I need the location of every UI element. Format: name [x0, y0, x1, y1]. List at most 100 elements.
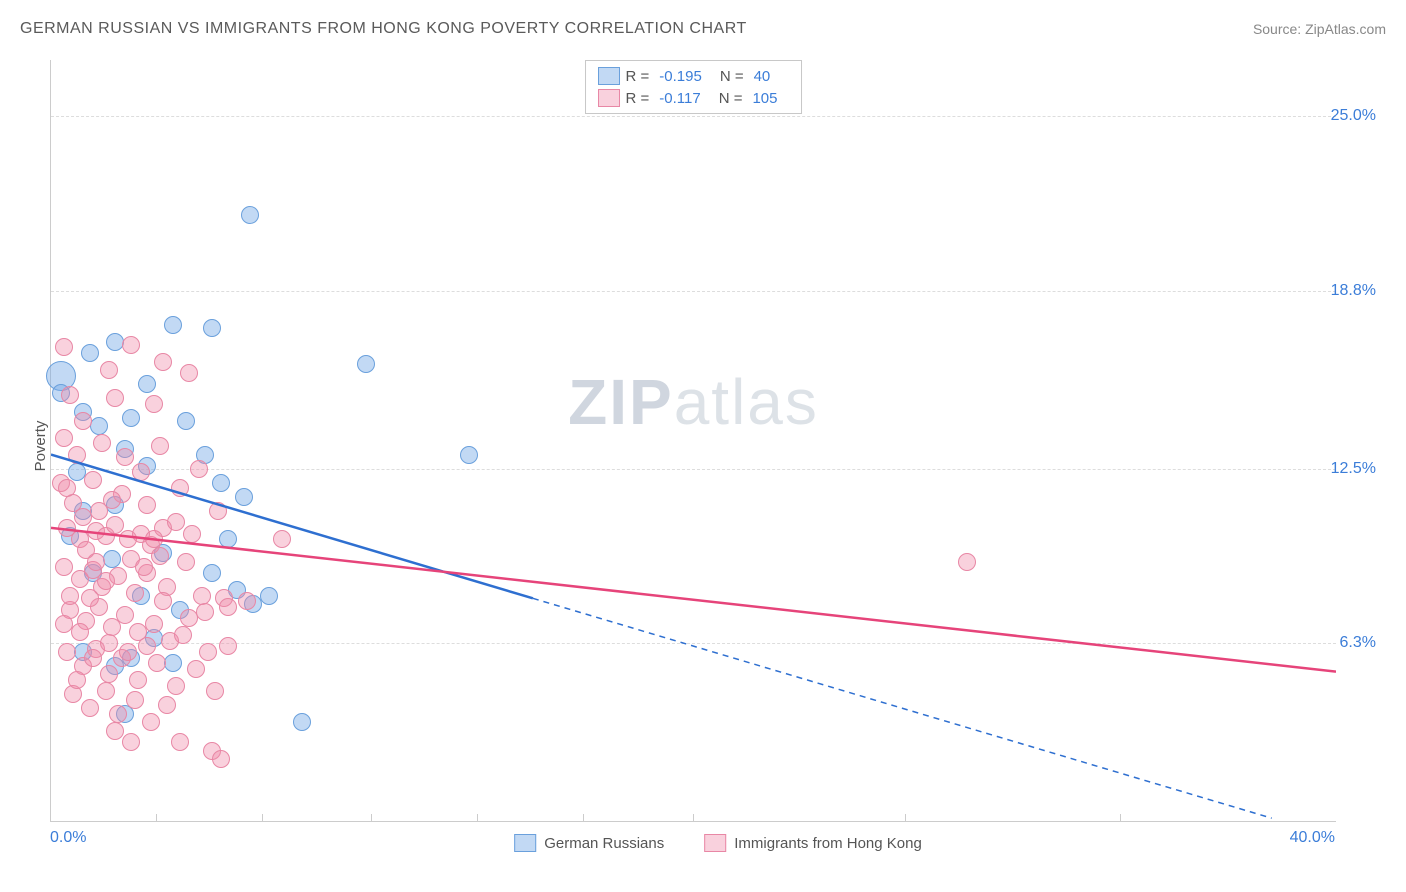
scatter-point — [145, 395, 163, 413]
scatter-point — [154, 353, 172, 371]
legend-row: R = -0.117 N = 105 — [598, 87, 790, 109]
scatter-point — [116, 606, 134, 624]
scatter-point — [135, 558, 153, 576]
scatter-point — [61, 386, 79, 404]
scatter-point — [122, 336, 140, 354]
scatter-point — [132, 463, 150, 481]
gridline — [51, 469, 1336, 470]
legend-label: German Russians — [544, 835, 664, 852]
scatter-point — [219, 530, 237, 548]
x-tick-mark — [583, 814, 584, 822]
legend-n-label: N = — [719, 90, 743, 107]
scatter-point — [55, 429, 73, 447]
scatter-point — [148, 654, 166, 672]
scatter-point — [103, 491, 121, 509]
scatter-point — [171, 479, 189, 497]
legend-n-value: 105 — [752, 90, 777, 107]
scatter-point — [68, 446, 86, 464]
scatter-point — [273, 530, 291, 548]
scatter-point — [100, 634, 118, 652]
scatter-point — [138, 375, 156, 393]
scatter-point — [90, 417, 108, 435]
scatter-point — [177, 553, 195, 571]
scatter-point — [68, 671, 86, 689]
scatter-point — [206, 682, 224, 700]
scatter-point — [190, 460, 208, 478]
scatter-point — [103, 550, 121, 568]
scatter-point — [87, 553, 105, 571]
legend-r-value: -0.195 — [659, 68, 702, 85]
legend-label: Immigrants from Hong Kong — [734, 835, 922, 852]
scatter-point — [193, 587, 211, 605]
scatter-point — [61, 587, 79, 605]
scatter-point — [177, 412, 195, 430]
chart-title: GERMAN RUSSIAN VS IMMIGRANTS FROM HONG K… — [20, 20, 747, 38]
gridline — [51, 291, 1336, 292]
trend-lines — [51, 60, 1336, 821]
scatter-point — [167, 513, 185, 531]
scatter-point — [460, 446, 478, 464]
scatter-point — [142, 713, 160, 731]
chart-container: ZIPatlas R = -0.195 N = 40 R = -0.117 N = 105 G… — [50, 60, 1386, 852]
scatter-point — [116, 448, 134, 466]
legend-n-value: 40 — [754, 68, 771, 85]
scatter-point — [81, 699, 99, 717]
scatter-point — [260, 587, 278, 605]
scatter-point — [106, 722, 124, 740]
scatter-point — [209, 502, 227, 520]
scatter-point — [138, 496, 156, 514]
legend-r-label: R = — [626, 90, 650, 107]
y-tick-label: 18.8% — [1331, 282, 1376, 300]
scatter-point — [203, 319, 221, 337]
x-tick-mark — [156, 814, 157, 822]
legend-swatch — [704, 834, 726, 852]
scatter-point — [183, 525, 201, 543]
plot-area: ZIPatlas R = -0.195 N = 40 R = -0.117 N = 105 — [50, 60, 1336, 822]
x-tick-mark — [371, 814, 372, 822]
scatter-point — [171, 733, 189, 751]
scatter-point — [55, 558, 73, 576]
x-tick-mark — [905, 814, 906, 822]
scatter-point — [293, 713, 311, 731]
scatter-point — [203, 564, 221, 582]
scatter-point — [126, 691, 144, 709]
scatter-point — [109, 705, 127, 723]
scatter-point — [55, 615, 73, 633]
legend-item: German Russians — [514, 834, 664, 852]
scatter-point — [212, 750, 230, 768]
y-axis-label: Poverty — [32, 421, 49, 472]
scatter-point — [196, 603, 214, 621]
scatter-point — [151, 437, 169, 455]
scatter-point — [100, 665, 118, 683]
scatter-point — [129, 671, 147, 689]
scatter-point — [84, 471, 102, 489]
scatter-point — [55, 338, 73, 356]
y-tick-label: 6.3% — [1340, 634, 1376, 652]
legend-r-value: -0.117 — [659, 90, 700, 107]
scatter-point — [164, 654, 182, 672]
legend-bottom: German Russians Immigrants from Hong Kong — [514, 834, 922, 852]
scatter-point — [212, 474, 230, 492]
source-label: Source: ZipAtlas.com — [1253, 21, 1386, 37]
legend-n-label: N = — [720, 68, 744, 85]
scatter-point — [74, 508, 92, 526]
scatter-point — [97, 572, 115, 590]
scatter-point — [58, 643, 76, 661]
scatter-point — [174, 626, 192, 644]
scatter-point — [199, 643, 217, 661]
legend-swatch — [598, 89, 620, 107]
scatter-point — [119, 643, 137, 661]
legend-swatch — [514, 834, 536, 852]
scatter-point — [93, 434, 111, 452]
scatter-point — [238, 592, 256, 610]
scatter-point — [158, 696, 176, 714]
scatter-point — [58, 479, 76, 497]
scatter-point — [357, 355, 375, 373]
watermark: ZIPatlas — [568, 365, 819, 439]
scatter-point — [145, 530, 163, 548]
scatter-point — [241, 206, 259, 224]
gridline — [51, 643, 1336, 644]
scatter-point — [100, 361, 118, 379]
scatter-point — [81, 344, 99, 362]
scatter-point — [187, 660, 205, 678]
